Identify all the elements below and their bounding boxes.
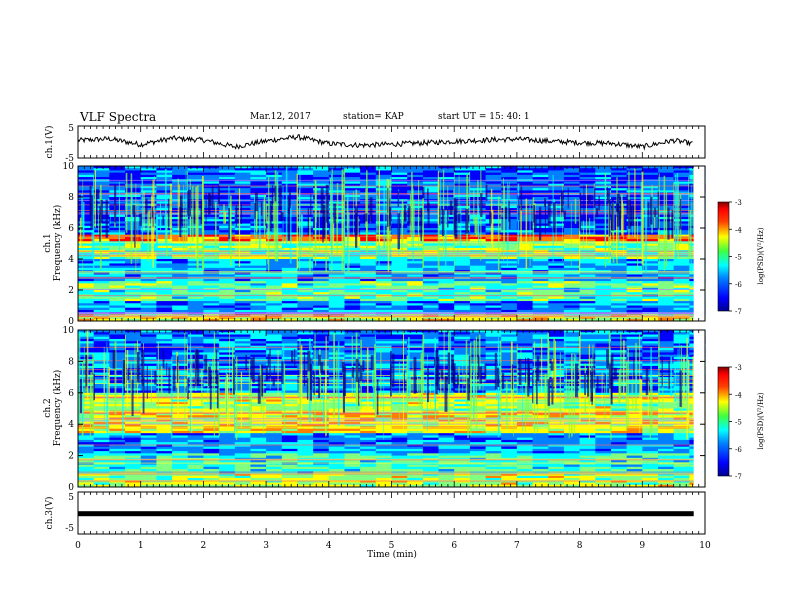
ch3-waveform-line (78, 511, 694, 517)
spec-ytick-label: 8 (68, 357, 74, 367)
x-axis-label: Time (min) (367, 549, 417, 560)
colorbar-tick-label: -5 (735, 254, 742, 262)
chart-title: VLF Spectra (80, 110, 157, 124)
colorbar-tick-label: -7 (735, 473, 742, 481)
ch1-ylabel: ch.1(V) (44, 126, 55, 159)
colorbar-tick-label: -3 (735, 364, 742, 372)
x-tick-label: 3 (263, 541, 269, 551)
colorbar-tick-label: -5 (735, 419, 742, 427)
colorbar-tick-label: -7 (735, 308, 742, 316)
spec-ytick-label: 8 (68, 193, 74, 203)
ch2-colorbar-label: log(PSD)(V²/Hz) (757, 392, 765, 449)
x-tick-label: 5 (389, 541, 395, 551)
x-tick-label: 4 (326, 541, 332, 551)
spec-ytick-label: 6 (68, 389, 74, 399)
x-tick-label: 0 (75, 541, 81, 551)
ch2-yticks: 0 2 4 6 8 10 (63, 326, 705, 493)
colorbar-tick-label: -3 (735, 199, 742, 207)
colorbar-tick-label: -6 (735, 446, 742, 454)
ch1-waveform-line (77, 134, 693, 151)
station-label: station= KAP (343, 112, 404, 122)
ch1-spectrogram (78, 166, 706, 322)
ch1-yticks: 0 2 4 6 8 10 (63, 162, 705, 327)
spec-ytick-label: 2 (68, 452, 74, 462)
spec-ytick-label: 10 (63, 326, 75, 336)
spec-ytick-label: 0 (68, 483, 74, 493)
ch2-spectrogram (78, 330, 706, 488)
ch1-colorbar-ticks: -3 -4 -5 -6 -7 (729, 199, 742, 316)
date-label: Mar.12, 2017 (250, 112, 311, 122)
spec-ytick-label: 0 (68, 317, 74, 327)
ch3-ylabel: ch.3(V) (44, 497, 55, 530)
x-tick-label: 2 (201, 541, 207, 551)
colorbar-tick-label: -4 (735, 226, 742, 234)
spec-ytick-label: 2 (68, 286, 74, 296)
ch1-ytick-top: 5 (68, 124, 74, 134)
spec-ytick-label: 6 (68, 224, 74, 234)
ch1-spec-ylabel-channel: ch.1 (43, 233, 53, 252)
ch2-spectrogram-panel: 0 2 4 6 8 10 ch.2 Frequency (kHz) (43, 326, 706, 493)
colorbar-tick-label: -4 (735, 391, 742, 399)
x-axis-ticks: 0 1 2 3 4 5 6 7 8 9 10 (75, 126, 711, 551)
x-tick-label: 6 (451, 541, 457, 551)
ch3-waveform-panel: 5 -5 ch.3(V) (44, 491, 706, 535)
ch1-colorbar: -3 -4 -5 -6 -7 log(PSD)(V²/Hz) (717, 199, 765, 316)
x-tick-label: 8 (577, 541, 583, 551)
ch2-spec-ylabel-channel: ch.2 (43, 398, 53, 417)
ch2-spec-ylabel: Frequency (kHz) (52, 370, 63, 447)
spec-ytick-label: 10 (63, 162, 75, 172)
spec-ytick-label: 4 (68, 255, 74, 265)
ch3-ytick-top: 5 (68, 493, 74, 503)
x-tick-label: 1 (138, 541, 144, 551)
ch1-ytick-bottom: -5 (65, 154, 74, 164)
ch1-spec-ylabel: Frequency (kHz) (52, 205, 63, 282)
x-tick-label: 9 (639, 541, 645, 551)
ch1-spectrogram-panel: 0 2 4 6 8 10 ch.1 Frequency (kHz) (43, 162, 706, 327)
ch1-waveform-panel: 5 -5 ch.1(V) (44, 124, 706, 164)
x-tick-label: 10 (699, 541, 711, 551)
ch3-ytick-bottom: -5 (65, 524, 74, 534)
x-tick-label: 7 (514, 541, 520, 551)
ch1-colorbar-label: log(PSD)(V²/Hz) (757, 227, 765, 284)
ch2-colorbar-ticks: -3 -4 -5 -6 -7 (729, 364, 742, 481)
ch2-colorbar: -3 -4 -5 -6 -7 log(PSD)(V²/Hz) (717, 364, 765, 481)
spec-ytick-label: 4 (68, 420, 74, 430)
colorbar-tick-label: -6 (735, 281, 742, 289)
start-ut-label: start UT = 15: 40: 1 (438, 112, 530, 122)
